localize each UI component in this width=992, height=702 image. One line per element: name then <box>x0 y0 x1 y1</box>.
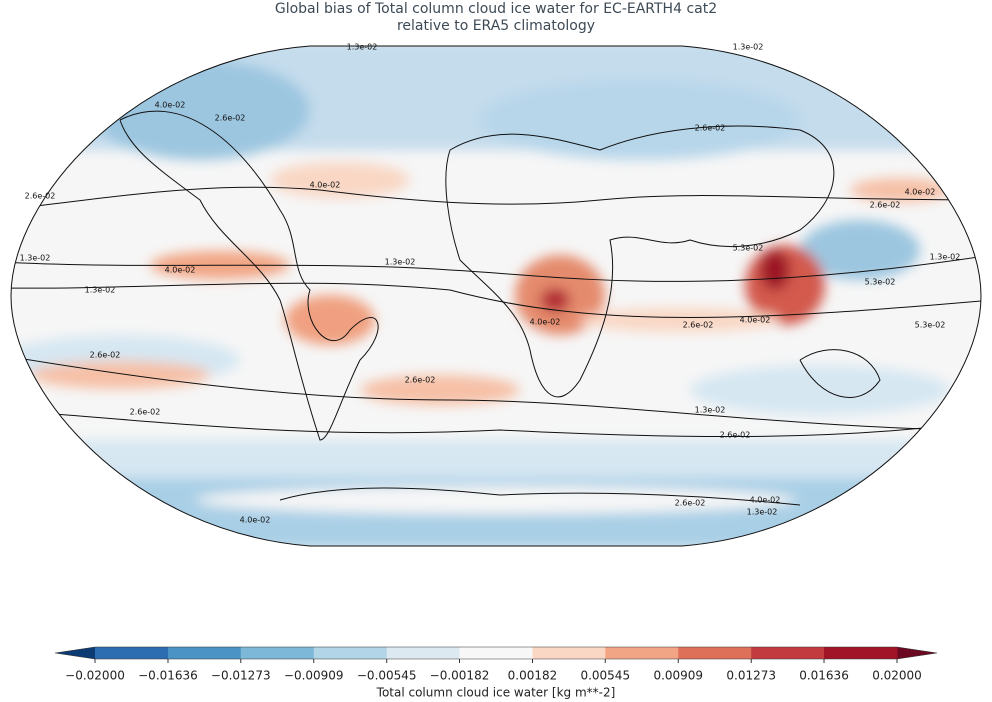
colorbar-tick-label: −0.01636 <box>138 669 198 683</box>
colorbar-segment <box>824 647 898 659</box>
colorbar-extend <box>897 647 937 659</box>
contour-label: 2.6e-02 <box>130 408 161 417</box>
contour-label: 5.3e-02 <box>915 321 946 330</box>
contour-label: 1.3e-02 <box>695 406 726 415</box>
contour-label: 2.6e-02 <box>90 351 121 360</box>
contour-label: 1.3e-02 <box>733 43 764 52</box>
colorbar-tick-label: −0.00545 <box>357 669 417 683</box>
colorbar-tick-label: 0.02000 <box>872 669 922 683</box>
contour-label: 2.6e-02 <box>25 192 56 201</box>
colorbar-tick-label: 0.01273 <box>726 669 776 683</box>
contour-label: 2.6e-02 <box>870 201 901 210</box>
contour-label: 5.3e-02 <box>733 244 764 253</box>
contour-label: 4.0e-02 <box>165 266 196 275</box>
contour-label: 4.0e-02 <box>310 181 341 190</box>
contour-label: 5.3e-02 <box>865 278 896 287</box>
contour-label: 2.6e-02 <box>215 114 246 123</box>
contour-label: 1.3e-02 <box>20 254 51 263</box>
colorbar-tick-label: −0.02000 <box>65 669 125 683</box>
map <box>11 46 981 546</box>
title-line: Global bias of Total column cloud ice wa… <box>275 1 717 17</box>
contour-label: 2.6e-02 <box>405 376 436 385</box>
colorbar-tick-label: −0.00182 <box>430 669 490 683</box>
contour-label: 1.3e-02 <box>747 508 778 517</box>
contour-label: 4.0e-02 <box>155 101 186 110</box>
colorbar-tick-label: 0.00909 <box>653 669 703 683</box>
colorbar-segment <box>386 647 461 659</box>
contour-label: 4.0e-02 <box>905 188 936 197</box>
contour-label: 2.6e-02 <box>695 124 726 133</box>
colorbar-segment <box>459 647 533 659</box>
colorbar-segment <box>751 647 825 659</box>
contour-label: 1.3e-02 <box>85 286 116 295</box>
contour-label: 1.3e-02 <box>385 258 416 267</box>
colorbar-tick-label: −0.01273 <box>211 669 271 683</box>
map-border <box>10 45 982 547</box>
colorbar-segment <box>678 647 752 659</box>
title-line: relative to ERA5 climatology <box>397 18 595 34</box>
contour-label: 4.0e-02 <box>530 318 561 327</box>
colorbar-segment <box>532 647 606 659</box>
colorbar-tick-label: 0.00545 <box>580 669 630 683</box>
colorbar-segment <box>167 647 242 659</box>
colorbar-extend <box>55 647 95 659</box>
contour-label: 2.6e-02 <box>675 499 706 508</box>
colorbar-label: Total column cloud ice water [kg m**-2] <box>376 686 616 700</box>
contour-label: 2.6e-02 <box>683 321 714 330</box>
colorbar-tick-label: −0.00909 <box>284 669 344 683</box>
colorbar-tick-label: 0.00182 <box>508 669 558 683</box>
colorbar-segment <box>95 647 169 659</box>
contour-label: 4.0e-02 <box>740 316 771 325</box>
contour-label: 1.3e-02 <box>930 253 961 262</box>
colorbar-segment <box>240 647 315 659</box>
colorbar-segment <box>605 647 679 659</box>
colorbar-segment <box>313 647 388 659</box>
contour-label: 1.3e-02 <box>347 43 378 52</box>
contour-label: 4.0e-02 <box>750 496 781 505</box>
contour-label: 4.0e-02 <box>240 516 271 525</box>
contour-label: 2.6e-02 <box>720 431 751 440</box>
colorbar-tick-label: 0.01636 <box>799 669 849 683</box>
